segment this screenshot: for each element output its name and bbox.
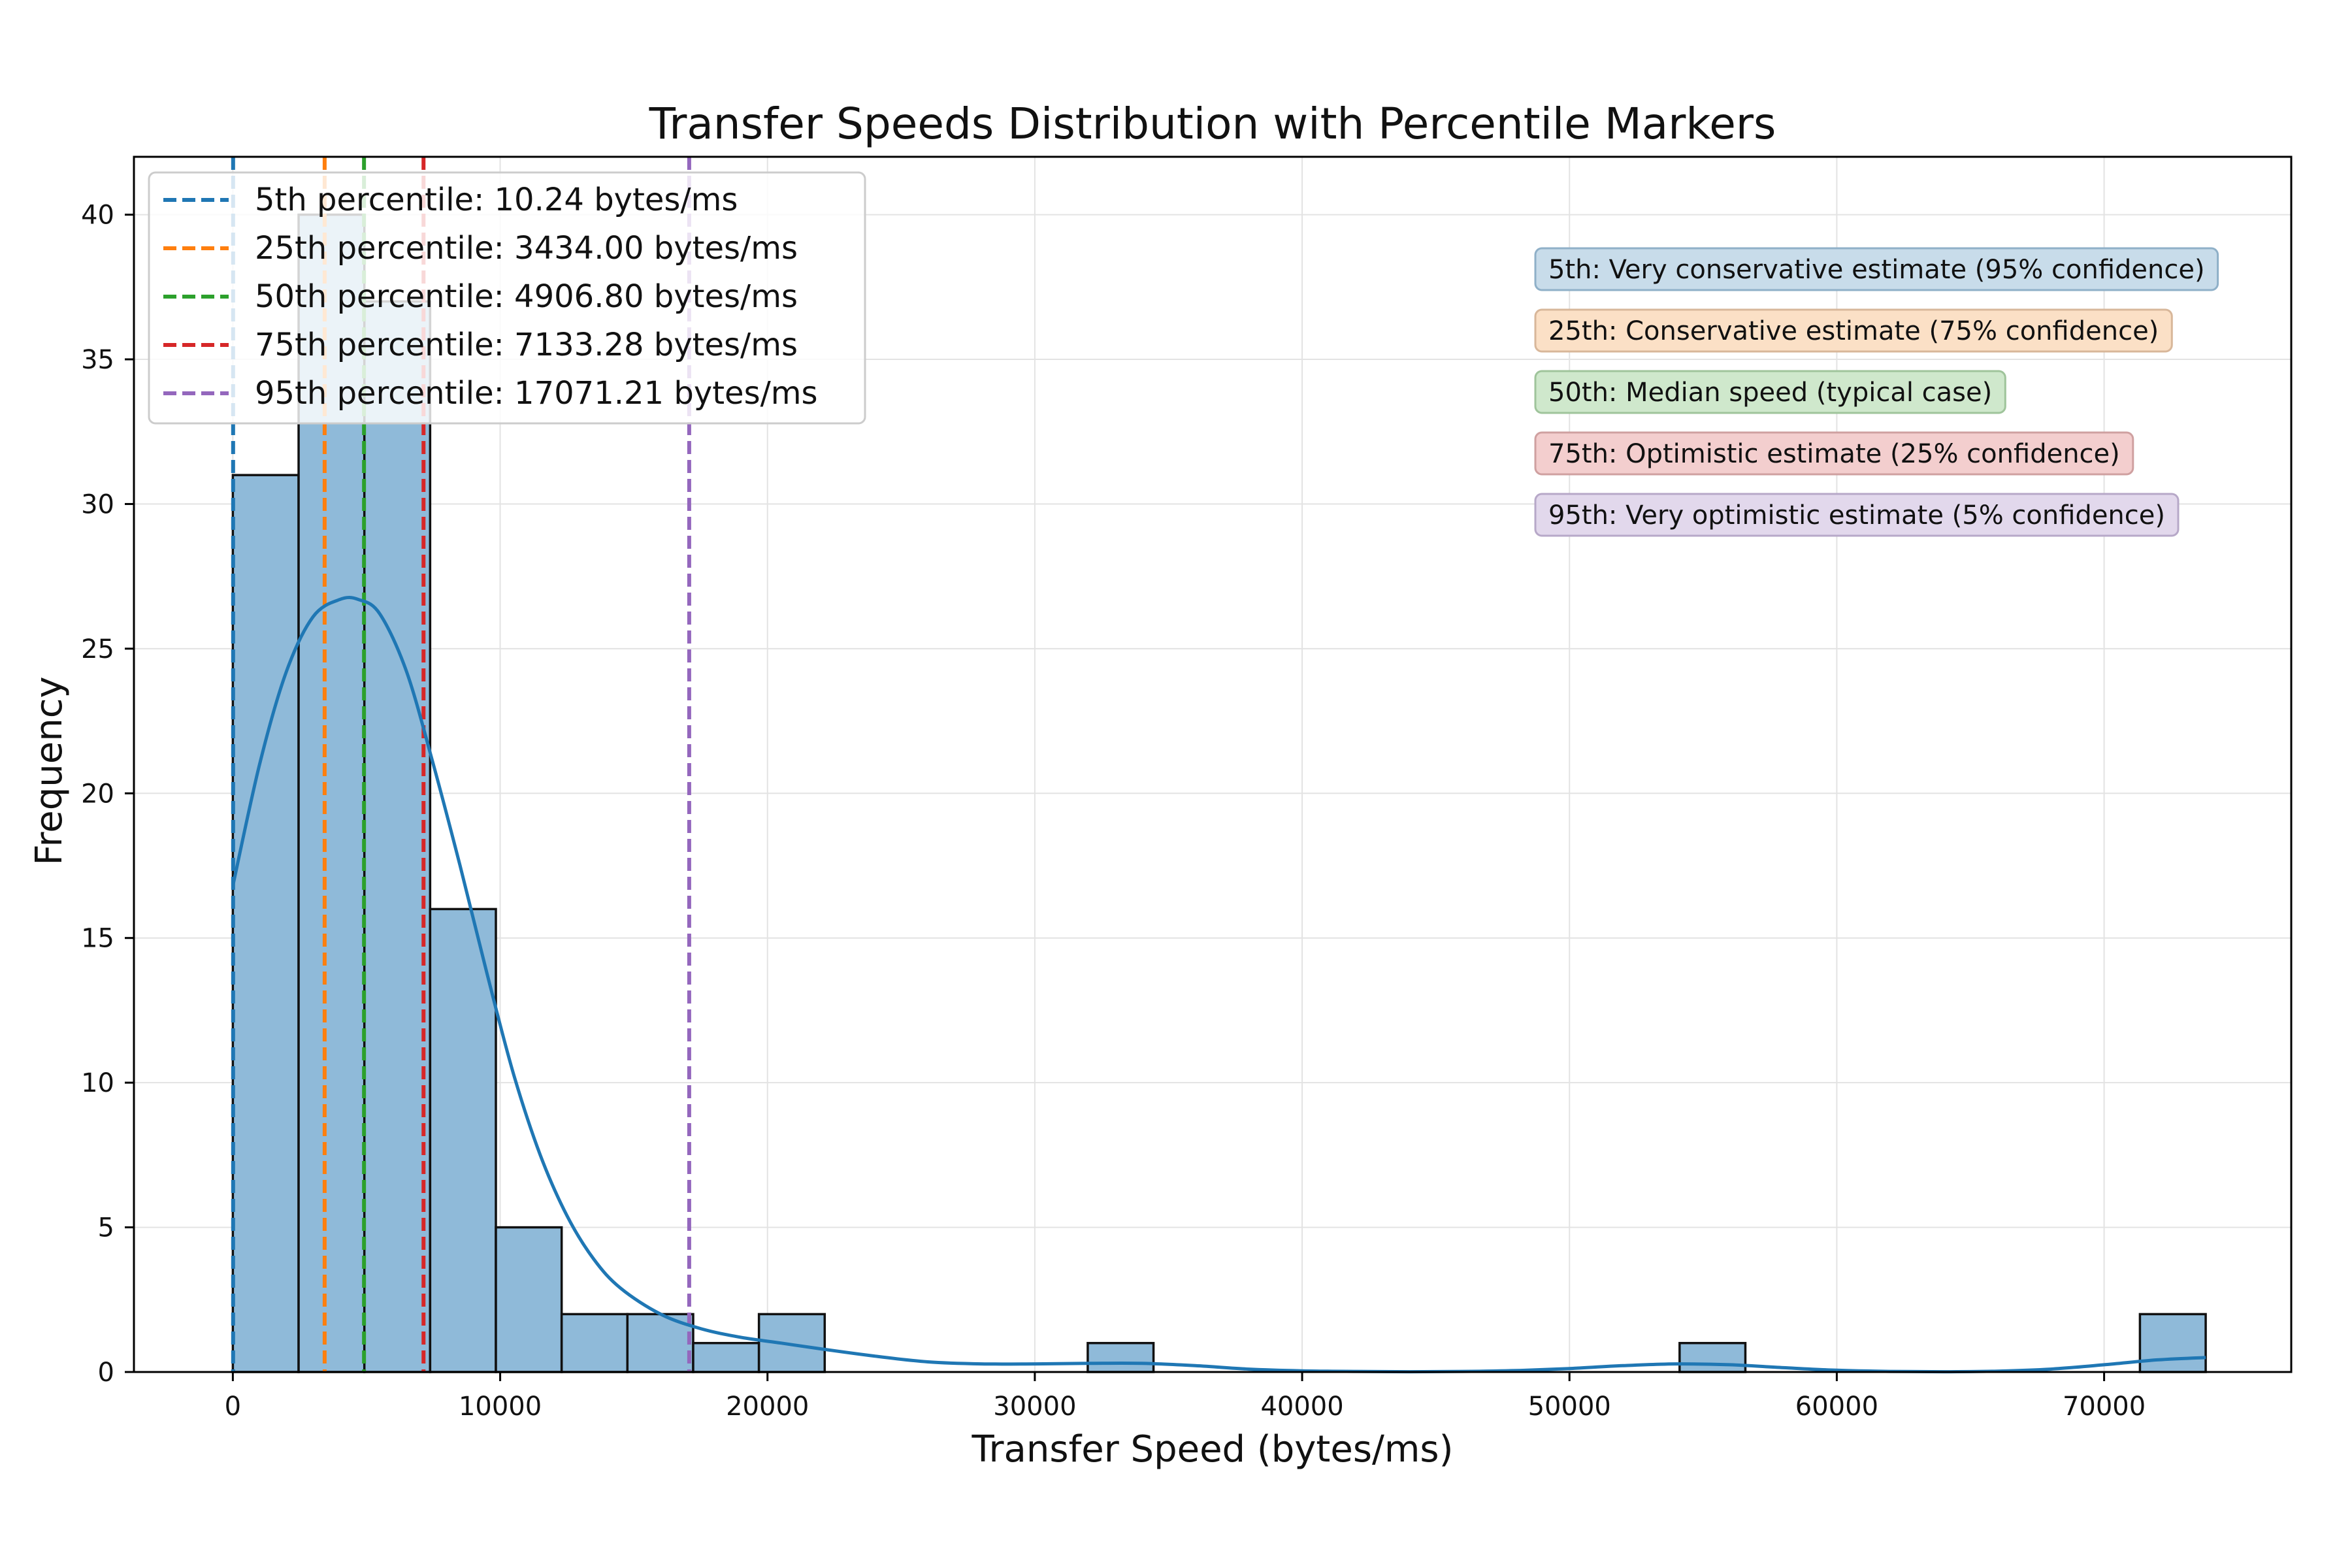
y-tick-label: 20 xyxy=(81,779,114,809)
y-axis-label: Frequency xyxy=(28,676,71,865)
annotation-box xyxy=(1534,308,2173,353)
annotation-text: 5th: Very conservative estimate (95% con… xyxy=(1548,255,2205,285)
annotation-text: 75th: Optimistic estimate (25% confidenc… xyxy=(1548,439,2120,469)
annotation: 95th: Very optimistic estimate (5% confi… xyxy=(1534,493,2180,537)
annotation: 75th: Optimistic estimate (25% confidenc… xyxy=(1534,431,2134,476)
x-tick-label: 30000 xyxy=(993,1392,1076,1422)
kde-curve xyxy=(231,596,2206,1374)
x-tick-label: 50000 xyxy=(1528,1392,1611,1422)
chart-title: Transfer Speeds Distribution with Percen… xyxy=(649,99,1776,149)
x-tick-label: 40000 xyxy=(1260,1392,1343,1422)
annotation-text: 25th: Conservative estimate (75% confide… xyxy=(1548,316,2159,346)
x-tick-label: 10000 xyxy=(459,1392,542,1422)
y-tick-label: 15 xyxy=(81,924,114,954)
y-tick-label: 10 xyxy=(81,1068,114,1098)
histogram-bar xyxy=(692,1341,760,1373)
annotation-box xyxy=(1534,431,2134,476)
histogram-bar xyxy=(2138,1313,2207,1373)
legend-label: 95th percentile: 17071.21 bytes/ms xyxy=(255,375,818,412)
histogram-bar xyxy=(363,300,432,1373)
histogram-bar xyxy=(231,474,300,1373)
histogram-bar xyxy=(1678,1341,1747,1373)
annotation: 25th: Conservative estimate (75% confide… xyxy=(1534,308,2173,353)
annotation-box xyxy=(1534,493,2180,537)
annotation-box xyxy=(1534,247,2219,291)
y-tick-label: 0 xyxy=(98,1358,114,1388)
annotations: 5th: Very conservative estimate (95% con… xyxy=(1534,247,2219,537)
x-axis-ticks: 0 10000 20000 30000 40000 50000 60000 70000 xyxy=(225,1372,2146,1422)
histogram-bar xyxy=(1086,1341,1155,1373)
y-tick-label: 5 xyxy=(98,1213,114,1243)
y-axis-ticks: 0 5 10 15 20 25 30 35 40 xyxy=(81,201,134,1388)
x-tick-label: 60000 xyxy=(1795,1392,1878,1422)
y-tick-label: 25 xyxy=(81,634,114,664)
histogram-bar xyxy=(429,907,497,1373)
y-tick-label: 35 xyxy=(81,345,114,375)
plot-frame xyxy=(133,155,2293,1373)
legend-label: 50th percentile: 4906.80 bytes/ms xyxy=(255,278,798,315)
annotation-box xyxy=(1534,370,2006,414)
x-axis-label: Transfer Speed (bytes/ms) xyxy=(972,1428,1454,1471)
annotation: 5th: Very conservative estimate (95% con… xyxy=(1534,247,2219,291)
y-tick-label: 30 xyxy=(81,489,114,519)
y-tick-label: 40 xyxy=(81,201,114,231)
histogram-bar xyxy=(495,1226,563,1373)
legend: 5th percentile: 10.24 bytes/ms 25th perce… xyxy=(148,171,866,425)
x-tick-label: 70000 xyxy=(2063,1392,2146,1422)
annotation-text: 95th: Very optimistic estimate (5% confi… xyxy=(1548,500,2165,531)
histogram-bar xyxy=(560,1313,629,1373)
legend-label: 25th percentile: 3434.00 bytes/ms xyxy=(255,230,798,267)
annotation: 50th: Median speed (typical case) xyxy=(1534,370,2006,414)
x-tick-label: 20000 xyxy=(726,1392,809,1422)
legend-label: 75th percentile: 7133.28 bytes/ms xyxy=(255,327,798,363)
annotation-text: 50th: Median speed (typical case) xyxy=(1548,378,1992,408)
legend-box xyxy=(148,171,866,425)
legend-label: 5th percentile: 10.24 bytes/ms xyxy=(255,182,738,218)
x-tick-label: 0 xyxy=(225,1392,241,1422)
